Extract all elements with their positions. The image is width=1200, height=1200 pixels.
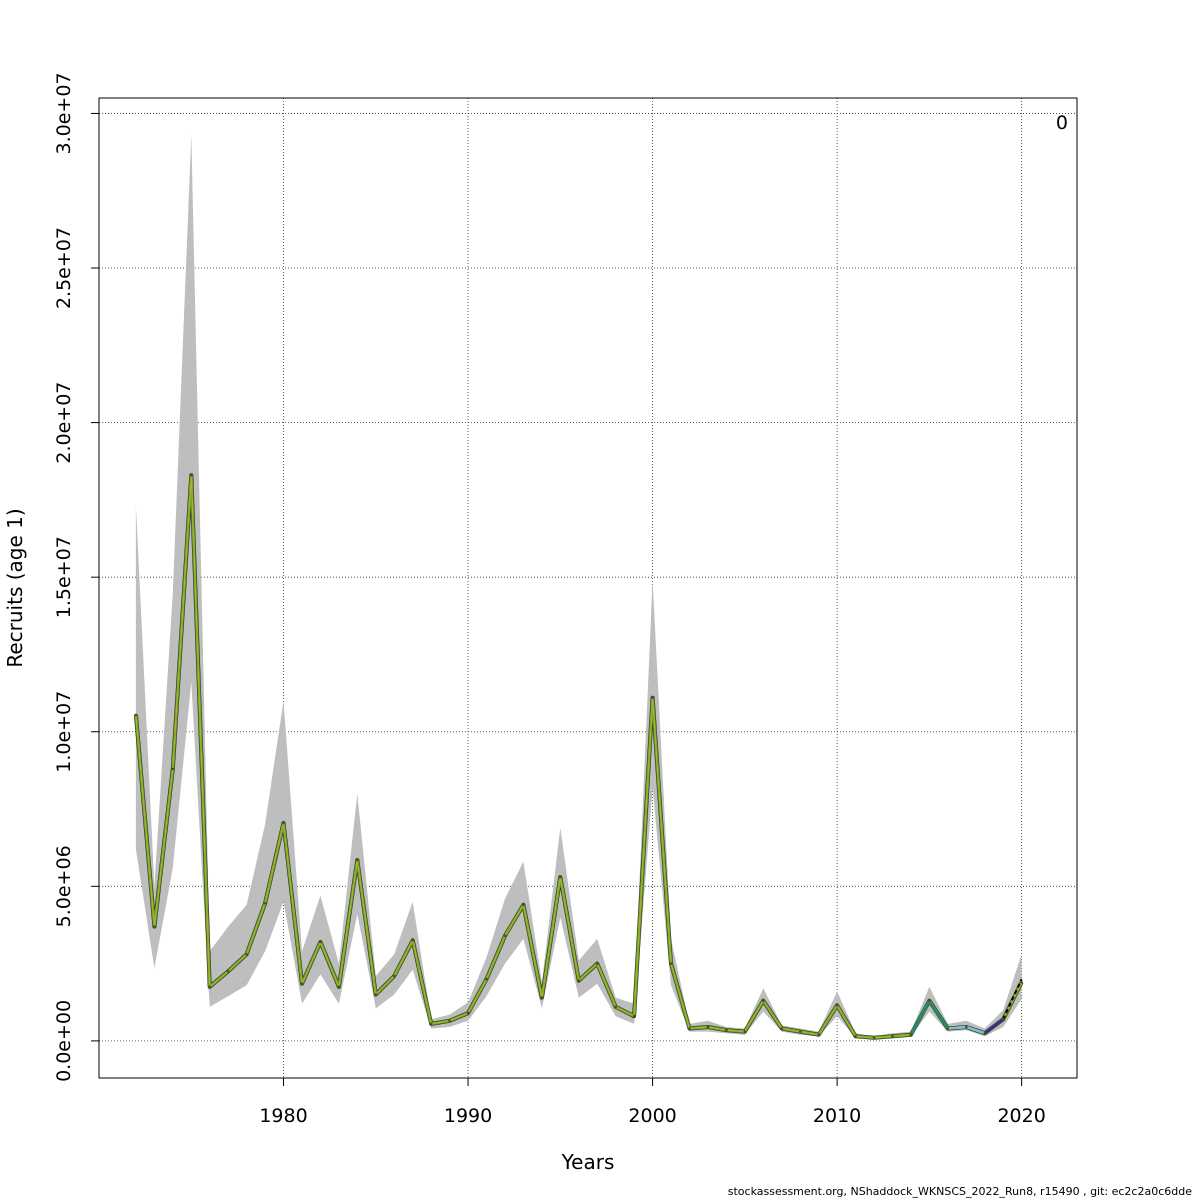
data-point-1987 xyxy=(411,939,415,942)
data-point-1996 xyxy=(577,979,581,982)
y-tick-label-1: 5.0e+06 xyxy=(53,845,75,927)
x-tick-label-2020: 2020 xyxy=(997,1105,1045,1127)
data-point-2012 xyxy=(872,1036,876,1040)
data-point-1972 xyxy=(134,713,138,717)
data-point-1989 xyxy=(448,1019,451,1023)
x-tick-label-2010: 2010 xyxy=(813,1105,861,1127)
data-point-2000 xyxy=(651,696,654,699)
data-point-1998 xyxy=(614,1005,617,1009)
data-point-1974 xyxy=(171,767,175,771)
data-point-1983 xyxy=(337,985,341,989)
x-axis-title: Years xyxy=(561,1150,615,1174)
data-point-2020 xyxy=(1020,980,1023,984)
data-point-2007 xyxy=(780,1027,784,1030)
y-tick-label-0: 0.0e+00 xyxy=(53,1000,75,1082)
overlay-segment-3 xyxy=(1002,978,1023,1020)
footer-credit: stockassessment.org, NShaddock_WKNSCS_20… xyxy=(727,1185,1192,1198)
y-tick-label-2: 1.0e+07 xyxy=(53,691,75,773)
data-point-2009 xyxy=(817,1033,820,1036)
data-point-2014 xyxy=(909,1033,913,1036)
data-point-1999 xyxy=(632,1014,636,1018)
x-tick-label-1990: 1990 xyxy=(444,1105,492,1127)
data-point-2016 xyxy=(946,1027,950,1030)
y-axis-title: Recruits (age 1) xyxy=(3,508,27,667)
data-point-1992 xyxy=(503,934,507,938)
series-points-layer xyxy=(134,473,1023,1040)
data-point-1990 xyxy=(466,1011,470,1015)
data-point-1994 xyxy=(540,996,544,999)
data-point-2002 xyxy=(688,1027,691,1030)
data-point-2004 xyxy=(725,1028,728,1032)
series-line-estimate xyxy=(134,473,1023,1040)
data-point-2018 xyxy=(983,1031,986,1035)
overlay-segment-2 xyxy=(983,1018,1004,1035)
data-point-1981 xyxy=(300,982,304,985)
corner-label: 0 xyxy=(1056,112,1068,134)
data-point-1985 xyxy=(374,993,378,996)
y-tick-label-6: 3.0e+07 xyxy=(53,72,75,154)
y-tick-label-4: 2.0e+07 xyxy=(53,382,75,464)
y-axis-ticks: 0.0e+00 5.0e+06 1.0e+07 1.5e+07 2.0e+07 2.5e+… xyxy=(53,72,99,1082)
data-point-1991 xyxy=(485,977,488,981)
x-tick-label-2000: 2000 xyxy=(628,1105,676,1127)
data-point-2008 xyxy=(798,1030,802,1033)
data-point-1978 xyxy=(245,953,248,956)
y-tick-label-3: 1.5e+07 xyxy=(53,536,75,618)
confidence-band xyxy=(135,135,1022,1040)
confidence-band-layer xyxy=(135,135,1022,1040)
data-point-2013 xyxy=(891,1035,894,1038)
series-line-shadow xyxy=(133,473,1024,1040)
data-point-2005 xyxy=(743,1030,747,1033)
data-point-2001 xyxy=(669,962,673,965)
x-axis-ticks: 1980 1990 2000 2010 2020 xyxy=(259,1078,1046,1127)
data-point-1973 xyxy=(153,925,156,928)
series-lines-layer xyxy=(133,473,1024,1040)
data-point-1980 xyxy=(282,821,285,825)
data-point-1986 xyxy=(392,974,396,978)
data-point-1977 xyxy=(226,970,230,973)
data-point-2011 xyxy=(854,1035,857,1038)
data-point-1995 xyxy=(559,875,562,879)
plot-frame xyxy=(98,97,1078,1079)
series-line-highlight xyxy=(135,474,1023,1039)
data-point-2015 xyxy=(928,999,931,1002)
data-point-2003 xyxy=(706,1025,710,1029)
data-point-1975 xyxy=(190,473,193,477)
data-point-1979 xyxy=(263,902,267,905)
data-point-2017 xyxy=(965,1025,968,1029)
data-point-2019 xyxy=(1001,1018,1005,1021)
data-point-2010 xyxy=(835,1004,839,1007)
data-point-1997 xyxy=(595,962,599,965)
data-point-1982 xyxy=(319,940,322,944)
data-point-2006 xyxy=(762,999,765,1002)
data-point-1976 xyxy=(208,985,211,989)
x-tick-label-1980: 1980 xyxy=(259,1105,307,1127)
data-point-1993 xyxy=(522,903,525,907)
data-point-1984 xyxy=(356,858,359,862)
data-point-1988 xyxy=(429,1022,433,1026)
y-tick-label-5: 2.5e+07 xyxy=(53,227,75,309)
